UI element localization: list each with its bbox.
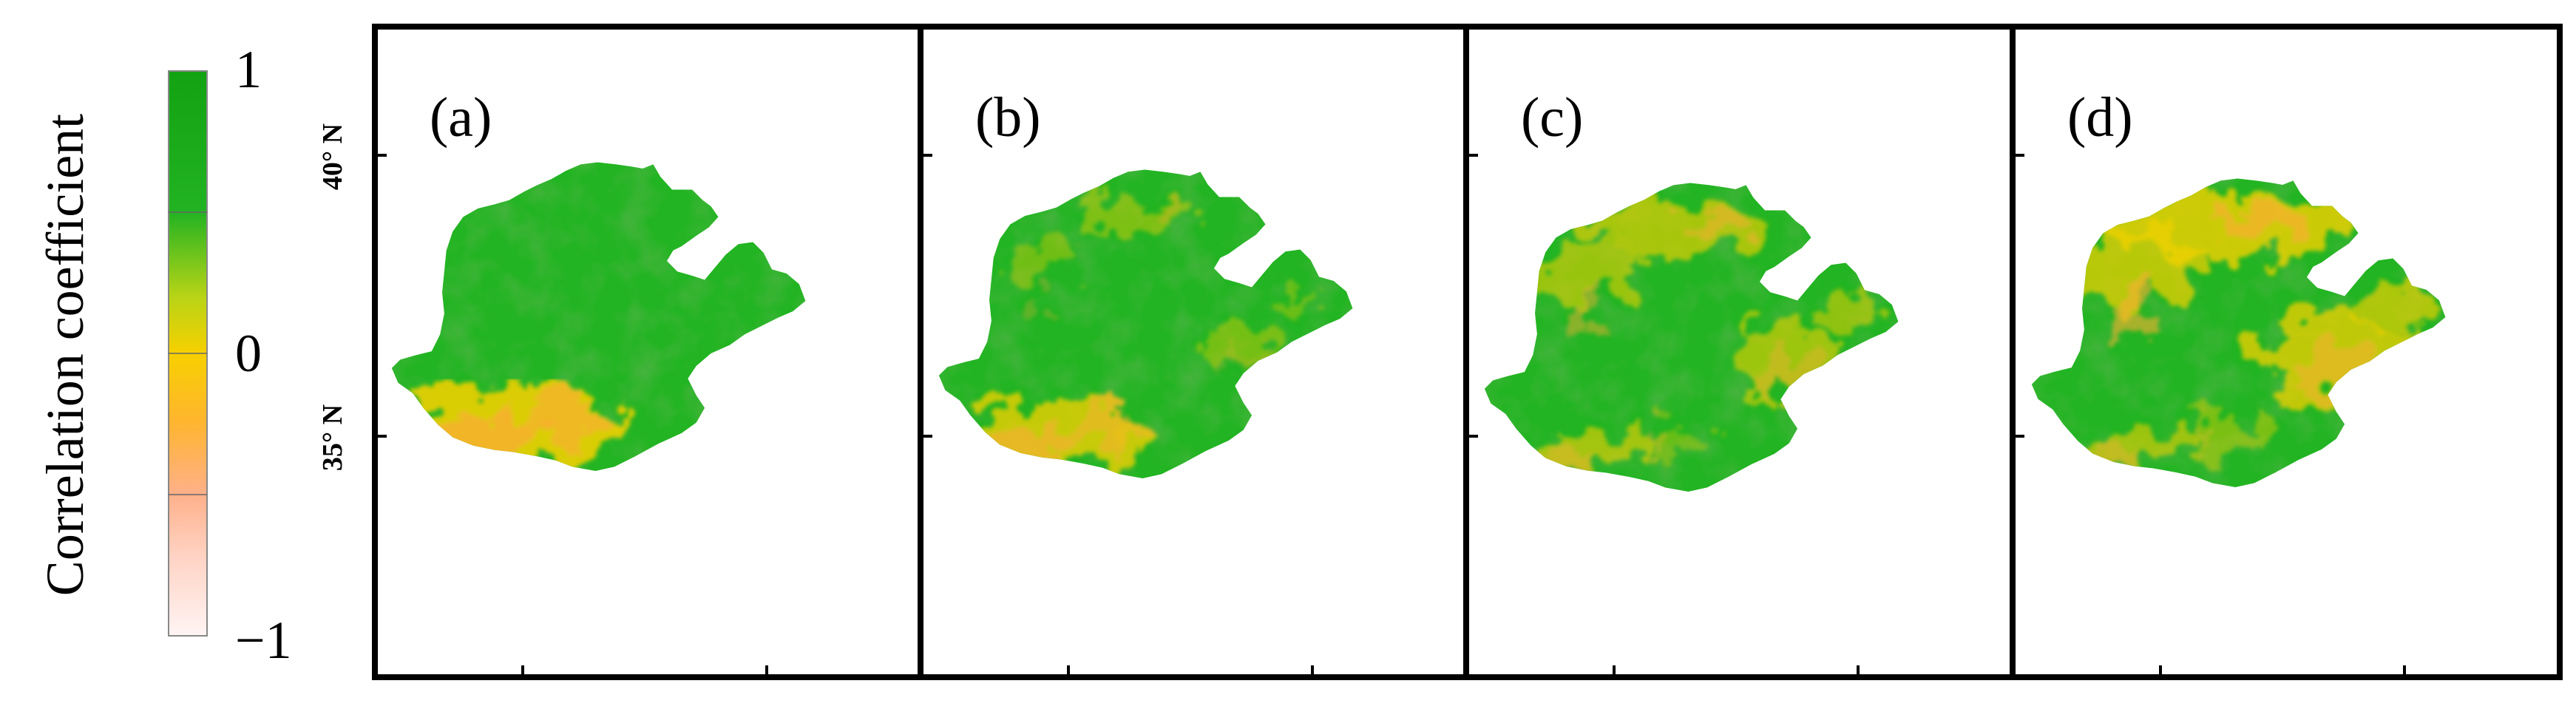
- map-panel-a: (a): [372, 24, 923, 680]
- map-panel-d: (d): [2010, 24, 2563, 680]
- colorbar-tick-label: 1: [235, 40, 262, 99]
- colorbar-tick-label: −1: [235, 611, 292, 670]
- panel-label: (d): [2067, 86, 2133, 149]
- panel-label: (c): [1521, 86, 1583, 149]
- colorbar-ticks: 1 0 −1: [169, 40, 292, 670]
- map-panel-c: (c): [1463, 24, 2016, 680]
- map-panels: (a) (b) (c) (d): [372, 24, 2563, 680]
- colorbar: Correlation coefficient 1 0 −1: [35, 40, 292, 670]
- colorbar-tick-label: 0: [235, 324, 262, 383]
- panel-label: (b): [975, 86, 1041, 149]
- map-panel-b: (b): [918, 24, 1469, 680]
- panel-label: (a): [430, 86, 492, 149]
- lat-label-40: 40° N: [317, 123, 348, 190]
- colorbar-label: Correlation coefficient: [35, 114, 95, 596]
- lat-label-35: 35° N: [317, 404, 348, 471]
